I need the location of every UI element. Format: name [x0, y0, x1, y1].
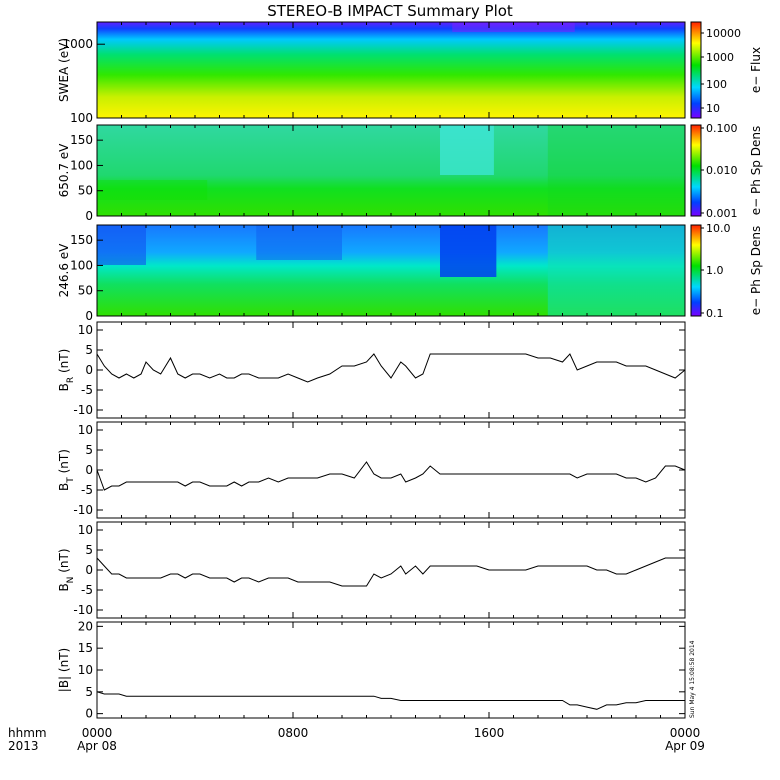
panel-ylabel: 650.7 eV — [57, 143, 71, 198]
corner-label-hhmm: hhmm — [8, 726, 47, 740]
x-tick-label: 0800 — [278, 726, 309, 740]
y-tick-label: 10 — [78, 423, 93, 437]
figure-title: STEREO-B IMPACT Summary Plot — [267, 2, 513, 20]
panel-ylabel: BN (nT) — [57, 548, 76, 591]
colorbar-tick-label: 10 — [706, 102, 720, 115]
colorbar-tick-label: 1000 — [706, 51, 734, 64]
y-tick-label: 20 — [78, 619, 93, 633]
colorbar-label: e− Ph Sp Dens — [749, 226, 763, 315]
colorbar-tick-label: 0.100 — [706, 122, 738, 135]
y-tick-label: 50 — [78, 284, 93, 298]
series-line — [96, 691, 685, 710]
panel-ylabel: |B| (nT) — [57, 648, 71, 692]
series-line — [96, 557, 685, 587]
y-tick-label: -10 — [73, 503, 93, 517]
spectrogram-feature — [440, 125, 494, 175]
y-tick-label: 1000 — [62, 37, 93, 51]
panel-ylabel: SWEA (eV) — [57, 38, 71, 102]
y-tick-label: 5 — [85, 685, 93, 699]
y-tick-label: 5 — [85, 543, 93, 557]
y-tick-label: 100 — [70, 258, 93, 272]
x-tick-label: 0000 — [82, 726, 113, 740]
colorbar-tick-label: 10.0 — [706, 222, 731, 235]
colorbar — [690, 21, 702, 119]
y-tick-label: -5 — [81, 383, 93, 397]
colorbar-label: e− Ph Sp Dens — [749, 126, 763, 215]
y-tick-label: 0 — [85, 463, 93, 477]
colorbar-tick-label: 0.010 — [706, 164, 738, 177]
panel-ylabel: 246.6 eV — [57, 243, 71, 298]
corner-label-year: 2013 — [8, 739, 39, 753]
colorbar-tick-label: 100 — [706, 78, 727, 91]
spectrogram-feature — [452, 22, 575, 32]
panel-ylabel: BR (nT) — [57, 349, 76, 392]
spectrogram-650eV — [97, 125, 685, 216]
x-date-label: Apr 09 — [665, 739, 705, 753]
spectrogram-feature — [547, 225, 685, 316]
y-tick-label: 10 — [78, 523, 93, 537]
spectrogram-swea — [97, 22, 685, 118]
y-tick-label: 150 — [70, 233, 93, 247]
series-line — [96, 461, 686, 491]
series-line — [96, 353, 686, 383]
spectrogram-feature — [256, 225, 342, 260]
y-tick-label: 10 — [78, 323, 93, 337]
colorbar-tick-label: 10000 — [706, 27, 741, 40]
y-tick-label: 0 — [85, 363, 93, 377]
x-tick-label: 0000 — [670, 726, 701, 740]
y-tick-label: 0 — [85, 309, 93, 323]
y-tick-label: 100 — [70, 111, 93, 125]
spectrogram-feature — [97, 225, 146, 265]
panel-frame — [96, 321, 686, 419]
y-tick-label: 50 — [78, 184, 93, 198]
y-tick-label: -5 — [81, 583, 93, 597]
timestamp-label: Sun May 4 15:08:58 2014 — [689, 640, 696, 718]
y-tick-label: -10 — [73, 403, 93, 417]
y-tick-label: -10 — [73, 603, 93, 617]
panel-frame — [96, 621, 686, 719]
y-tick-label: 150 — [70, 133, 93, 147]
y-tick-label: 5 — [85, 343, 93, 357]
x-tick-label: 1600 — [474, 726, 505, 740]
colorbar-tick-label: 0.001 — [706, 207, 738, 220]
panel-ylabel: BT (nT) — [57, 449, 76, 491]
y-tick-label: 15 — [78, 641, 93, 655]
y-tick-label: -5 — [81, 483, 93, 497]
spectrogram-feature — [97, 180, 208, 200]
y-tick-label: 5 — [85, 443, 93, 457]
colorbar-label: e− Flux — [749, 47, 763, 93]
colorbar — [690, 224, 702, 317]
y-tick-label: 0 — [85, 209, 93, 223]
y-tick-label: 0 — [85, 563, 93, 577]
x-date-label: Apr 08 — [77, 739, 117, 753]
spectrogram-feature — [440, 225, 497, 277]
y-tick-label: 100 — [70, 158, 93, 172]
y-tick-label: 0 — [85, 707, 93, 721]
panel-frame — [96, 421, 686, 519]
spectrogram-feature — [547, 125, 685, 216]
colorbar-tick-label: 0.1 — [706, 307, 724, 320]
colorbar-tick-label: 1.0 — [706, 264, 724, 277]
colorbar — [690, 124, 702, 217]
y-tick-label: 10 — [78, 663, 93, 677]
